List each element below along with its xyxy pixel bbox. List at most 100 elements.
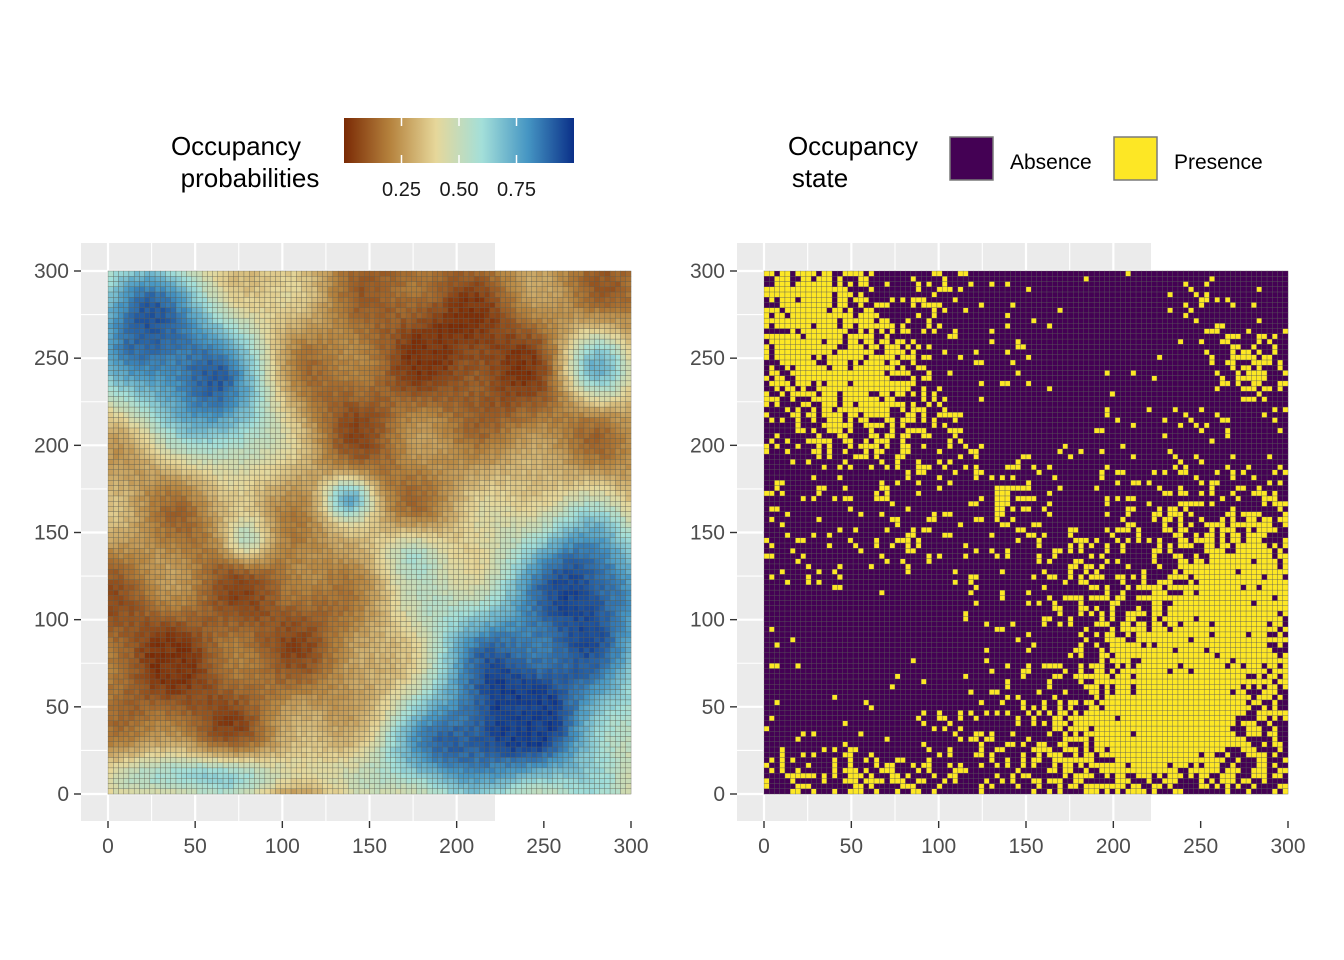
heatmap-cell bbox=[338, 721, 343, 726]
heatmap-cell bbox=[218, 716, 223, 721]
heatmap-cell bbox=[207, 653, 212, 658]
heatmap-cell bbox=[134, 397, 139, 402]
heatmap-cell bbox=[108, 611, 113, 616]
heatmap-cell bbox=[166, 281, 171, 286]
heatmap-cell bbox=[249, 616, 254, 621]
heatmap-cell bbox=[322, 344, 327, 349]
heatmap-cell bbox=[129, 501, 134, 506]
heatmap-cell bbox=[359, 747, 364, 752]
heatmap-cell bbox=[359, 292, 364, 297]
heatmap-cell bbox=[307, 538, 312, 543]
heatmap-cell bbox=[260, 323, 265, 328]
heatmap-cell bbox=[207, 648, 212, 653]
heatmap-cell bbox=[108, 721, 113, 726]
heatmap-cell bbox=[281, 428, 286, 433]
heatmap-cell bbox=[270, 674, 275, 679]
heatmap-cell bbox=[181, 506, 186, 511]
heatmap-cell bbox=[265, 527, 270, 532]
heatmap-cell bbox=[118, 663, 123, 668]
heatmap-cell bbox=[322, 376, 327, 381]
heatmap-cell bbox=[260, 663, 265, 668]
heatmap-cell bbox=[171, 674, 176, 679]
heatmap-cell bbox=[317, 695, 322, 700]
heatmap-cell bbox=[234, 501, 239, 506]
heatmap-cell bbox=[302, 674, 307, 679]
heatmap-cell bbox=[254, 287, 259, 292]
heatmap-cell bbox=[286, 517, 291, 522]
heatmap-cell bbox=[223, 763, 228, 768]
heatmap-cell bbox=[113, 402, 118, 407]
heatmap-cell bbox=[155, 344, 160, 349]
heatmap-cell bbox=[270, 768, 275, 773]
heatmap-cell bbox=[244, 376, 249, 381]
heatmap-cell bbox=[244, 297, 249, 302]
heatmap-cell bbox=[166, 512, 171, 517]
heatmap-cell bbox=[202, 627, 207, 632]
heatmap-cell bbox=[176, 538, 181, 543]
heatmap-cell bbox=[118, 564, 123, 569]
heatmap-cell bbox=[249, 564, 254, 569]
heatmap-cell bbox=[354, 370, 359, 375]
heatmap-cell bbox=[228, 454, 233, 459]
heatmap-cell bbox=[181, 632, 186, 637]
heatmap-cell bbox=[239, 365, 244, 370]
heatmap-cell bbox=[113, 355, 118, 360]
heatmap-cell bbox=[359, 412, 364, 417]
heatmap-cell bbox=[108, 522, 113, 527]
heatmap-cell bbox=[150, 512, 155, 517]
heatmap-cell bbox=[207, 543, 212, 548]
heatmap-cell bbox=[265, 512, 270, 517]
heatmap-cell bbox=[197, 637, 202, 642]
heatmap-cell bbox=[302, 590, 307, 595]
heatmap-cell bbox=[354, 496, 359, 501]
heatmap-cell bbox=[145, 428, 150, 433]
heatmap-cell bbox=[118, 281, 123, 286]
heatmap-cell bbox=[181, 287, 186, 292]
heatmap-cell bbox=[134, 590, 139, 595]
heatmap-cell bbox=[286, 684, 291, 689]
heatmap-cell bbox=[359, 637, 364, 642]
heatmap-cell bbox=[322, 470, 327, 475]
heatmap-cell bbox=[192, 402, 197, 407]
heatmap-cell bbox=[265, 731, 270, 736]
heatmap-cell bbox=[254, 580, 259, 585]
heatmap-cell bbox=[244, 370, 249, 375]
heatmap-cell bbox=[286, 334, 291, 339]
heatmap-cell bbox=[108, 548, 113, 553]
heatmap-cell bbox=[192, 533, 197, 538]
heatmap-cell bbox=[118, 585, 123, 590]
heatmap-cell bbox=[307, 465, 312, 470]
heatmap-cell bbox=[108, 616, 113, 621]
heatmap-cell bbox=[328, 292, 333, 297]
heatmap-cell bbox=[239, 334, 244, 339]
heatmap-cell bbox=[166, 538, 171, 543]
heatmap-cell bbox=[275, 506, 280, 511]
heatmap-cell bbox=[328, 470, 333, 475]
heatmap-cell bbox=[186, 391, 191, 396]
heatmap-cell bbox=[249, 716, 254, 721]
heatmap-cell bbox=[343, 402, 348, 407]
heatmap-cell bbox=[260, 391, 265, 396]
heatmap-cell bbox=[286, 313, 291, 318]
heatmap-cell bbox=[322, 726, 327, 731]
heatmap-cell bbox=[223, 574, 228, 579]
heatmap-cell bbox=[260, 773, 265, 778]
heatmap-cell bbox=[192, 668, 197, 673]
heatmap-cell bbox=[228, 407, 233, 412]
heatmap-cell bbox=[338, 533, 343, 538]
heatmap-cell bbox=[307, 512, 312, 517]
heatmap-cell bbox=[192, 747, 197, 752]
heatmap-cell bbox=[286, 721, 291, 726]
heatmap-cell bbox=[312, 716, 317, 721]
heatmap-cell bbox=[354, 768, 359, 773]
heatmap-cell bbox=[249, 512, 254, 517]
heatmap-cell bbox=[160, 538, 165, 543]
heatmap-cell bbox=[202, 548, 207, 553]
heatmap-cell bbox=[302, 559, 307, 564]
heatmap-cell bbox=[113, 417, 118, 422]
heatmap-cell bbox=[275, 423, 280, 428]
heatmap-cell bbox=[166, 496, 171, 501]
heatmap-cell bbox=[197, 527, 202, 532]
heatmap-cell bbox=[265, 428, 270, 433]
heatmap-cell bbox=[218, 569, 223, 574]
